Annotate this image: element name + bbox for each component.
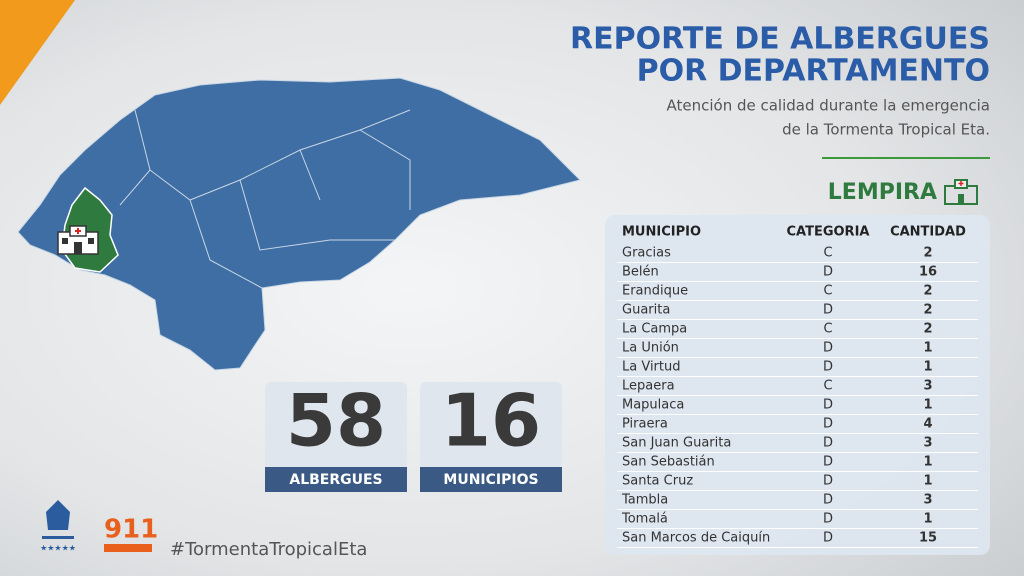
cell: Mapulaca	[622, 398, 684, 413]
cell: D	[823, 341, 833, 356]
cell: La Unión	[622, 341, 679, 356]
cell: Guarita	[622, 303, 670, 318]
stat-label-bar	[420, 467, 562, 492]
cell: Lepaera	[622, 379, 675, 394]
cell: D	[823, 360, 833, 375]
stat-value: 58	[286, 379, 386, 463]
department-name: LEMPIRA	[828, 180, 937, 205]
cell: D	[823, 265, 833, 280]
cell: Piraera	[622, 417, 668, 432]
cell: 16	[919, 265, 937, 280]
cell: D	[823, 417, 833, 432]
cell: 3	[923, 379, 932, 394]
cell: 15	[919, 531, 937, 546]
shelter-icon	[57, 225, 99, 255]
cell: C	[823, 246, 832, 261]
stats: 58 ALBERGUES 16 MUNICIPIOS	[265, 379, 562, 492]
cell: C	[823, 322, 832, 337]
cell: Erandique	[622, 284, 688, 299]
cell: Belén	[622, 265, 659, 280]
stat-label-bar	[265, 467, 407, 492]
cell: D	[823, 474, 833, 489]
stat-label: MUNICIPIOS	[443, 472, 538, 488]
cell: Tambla	[621, 493, 668, 508]
cell: San Marcos de Caiquín	[622, 531, 770, 546]
cell: C	[823, 379, 832, 394]
cell: La Virtud	[622, 360, 681, 375]
stat-box	[420, 382, 562, 492]
cell: 2	[923, 246, 932, 261]
government-logo: ★★★★★	[40, 500, 76, 553]
cell: D	[823, 493, 833, 508]
cell: 1	[923, 341, 932, 356]
logo-911: 911	[104, 515, 158, 552]
cell: D	[823, 303, 833, 318]
department-borders	[119, 109, 411, 289]
cell: 4	[923, 417, 932, 432]
cell: La Campa	[622, 322, 687, 337]
cell: 3	[923, 493, 932, 508]
svg-text:★★★★★: ★★★★★	[40, 544, 76, 553]
cell: San Sebastián	[622, 455, 715, 470]
cell: 3	[923, 436, 932, 451]
column-header: MUNICIPIO	[622, 225, 701, 240]
cell: D	[823, 398, 833, 413]
logo-911-text: 911	[104, 515, 158, 545]
department-icon	[944, 179, 978, 205]
cell: 1	[923, 512, 932, 527]
cell: Santa Cruz	[622, 474, 693, 489]
cell: 1	[923, 360, 932, 375]
hashtag: #TormentaTropicalEta	[170, 539, 367, 560]
title-line: POR DEPARTAMENTO	[637, 54, 990, 89]
stat-value: 16	[441, 379, 541, 463]
cell: D	[823, 531, 833, 546]
column-header: CATEGORIA	[787, 225, 870, 240]
cell: D	[823, 436, 833, 451]
cell: 2	[923, 322, 932, 337]
cell: Tomalá	[621, 512, 668, 527]
cell: D	[823, 455, 833, 470]
cell: 1	[923, 474, 932, 489]
subtitle-line: de la Tormenta Tropical Eta.	[782, 121, 990, 139]
stat-label: ALBERGUES	[289, 472, 382, 488]
cell: C	[823, 284, 832, 299]
table: MUNICIPIO CATEGORIA CANTIDAD Gracias C 2 Belén…	[617, 225, 978, 548]
cell: 2	[923, 284, 932, 299]
cell: San Juan Guarita	[622, 436, 731, 451]
cell: 2	[923, 303, 932, 318]
subtitle-line: Atención de calidad durante la emergenci…	[666, 97, 990, 115]
cell: D	[823, 512, 833, 527]
corner-accent	[0, 0, 75, 105]
title-line: REPORTE DE ALBERGUES	[570, 22, 990, 57]
column-header: CANTIDAD	[890, 225, 966, 240]
stat-box	[265, 382, 407, 492]
cell: 1	[923, 455, 932, 470]
cell: 1	[923, 398, 932, 413]
cell: Gracias	[622, 246, 671, 261]
